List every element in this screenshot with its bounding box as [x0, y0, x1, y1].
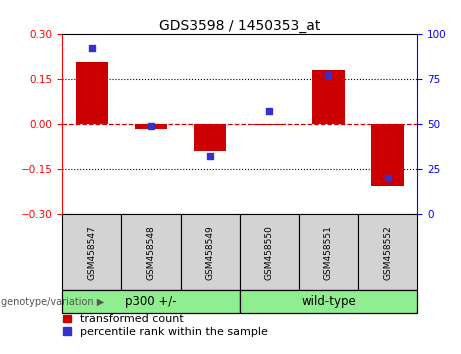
Bar [135, 124, 167, 129]
Bar [253, 124, 285, 125]
Bar [181, 214, 240, 290]
Point [384, 175, 391, 181]
Bar [358, 214, 417, 290]
Text: GSM458552: GSM458552 [383, 225, 392, 280]
Text: GSM458547: GSM458547 [87, 225, 96, 280]
Point [207, 154, 214, 159]
Bar [240, 290, 417, 313]
Point [266, 108, 273, 114]
Title: GDS3598 / 1450353_at: GDS3598 / 1450353_at [159, 19, 320, 33]
Bar [121, 214, 181, 290]
Text: wild-type: wild-type [301, 295, 356, 308]
Text: p300 +/-: p300 +/- [125, 295, 177, 308]
Bar [76, 62, 108, 124]
Point [88, 45, 95, 51]
Bar [240, 214, 299, 290]
Legend: transformed count, percentile rank within the sample: transformed count, percentile rank withi… [63, 314, 268, 337]
Bar [372, 124, 404, 185]
Text: GSM458551: GSM458551 [324, 225, 333, 280]
Text: GSM458550: GSM458550 [265, 225, 274, 280]
Text: GSM458548: GSM458548 [147, 225, 155, 280]
Bar [62, 214, 121, 290]
Point [325, 72, 332, 78]
Bar [312, 70, 345, 124]
Bar [194, 124, 226, 151]
Point [148, 123, 155, 129]
Text: genotype/variation ▶: genotype/variation ▶ [1, 297, 104, 307]
Bar [299, 214, 358, 290]
Text: GSM458549: GSM458549 [206, 225, 215, 280]
Bar [62, 290, 240, 313]
